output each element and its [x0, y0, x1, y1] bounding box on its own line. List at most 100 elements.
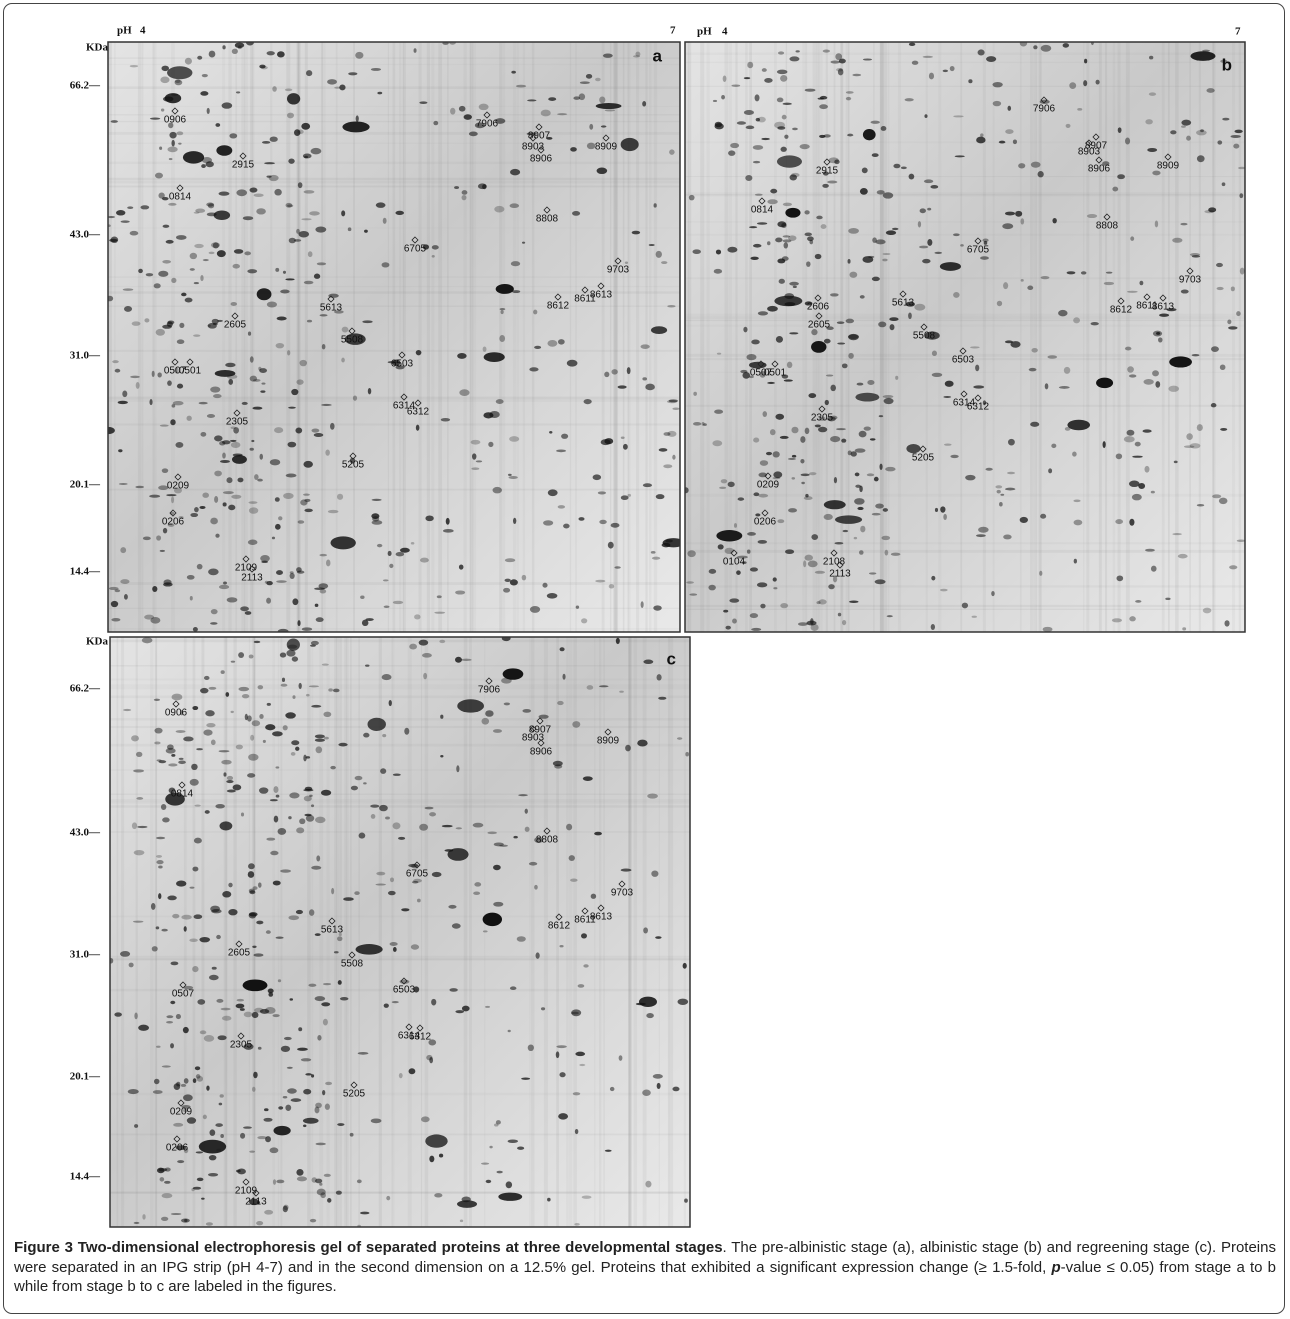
- spot-label: 0507: [172, 989, 195, 1000]
- protein-spot: [276, 316, 287, 321]
- protein-spot: [303, 788, 314, 792]
- protein-spot: [779, 435, 789, 439]
- protein-spot: [849, 600, 859, 604]
- gel-streak: [108, 181, 680, 184]
- protein-spot: [183, 926, 187, 932]
- protein-spot: [871, 153, 879, 158]
- protein-spot: [847, 133, 854, 137]
- spot-marker: [1186, 267, 1194, 275]
- protein-spot: [852, 73, 862, 77]
- gel-streak: [418, 42, 422, 632]
- protein-spot: [291, 388, 299, 396]
- gel-streak: [628, 637, 631, 1227]
- protein-spot: [472, 453, 477, 460]
- protein-spot: [161, 196, 169, 201]
- protein-spot: [509, 436, 520, 442]
- protein-spot: [302, 1117, 319, 1124]
- spot-label: 0206: [166, 1143, 189, 1154]
- protein-spot: [1058, 309, 1068, 317]
- protein-spot: [667, 430, 677, 437]
- protein-spot: [818, 416, 826, 421]
- protein-spot: [1077, 108, 1083, 111]
- gel-streak: [603, 637, 605, 1227]
- gel-streak: [110, 743, 690, 747]
- protein-spot: [168, 787, 176, 794]
- gel-streak: [1105, 42, 1108, 632]
- protein-spot: [316, 855, 321, 862]
- protein-spot: [389, 563, 394, 569]
- protein-spot: [334, 310, 344, 314]
- protein-spot: [216, 1148, 222, 1152]
- protein-spot: [777, 519, 785, 524]
- protein-spot: [784, 302, 796, 307]
- protein-spot: [900, 166, 907, 170]
- gel-streak: [573, 637, 577, 1227]
- protein-spot: [617, 385, 627, 389]
- gel-streak: [110, 1191, 690, 1194]
- protein-spot: [167, 146, 178, 153]
- protein-spot: [759, 370, 766, 378]
- protein-spot: [304, 155, 309, 159]
- gel-streak: [319, 637, 324, 1227]
- spot-marker: [554, 293, 562, 301]
- protein-spot: [1127, 366, 1134, 373]
- protein-spot: [389, 877, 395, 883]
- protein-spot: [321, 343, 326, 350]
- protein-spot: [205, 1222, 213, 1226]
- protein-spot: [822, 171, 829, 176]
- protein-spot: [192, 1078, 197, 1084]
- protein-spot: [517, 1146, 525, 1150]
- protein-spot: [1152, 370, 1159, 377]
- protein-spot: [150, 617, 161, 624]
- spot-label: 6705: [406, 869, 429, 880]
- protein-spot: [540, 109, 551, 117]
- protein-spot: [635, 51, 641, 57]
- protein-spot: [871, 512, 881, 516]
- gel-streak: [110, 1133, 690, 1136]
- protein-spot: [1030, 161, 1041, 168]
- protein-spot: [229, 133, 238, 139]
- protein-spot: [742, 371, 751, 379]
- spot-marker: [764, 472, 772, 480]
- spot-label: 6503: [391, 359, 414, 370]
- protein-spot: [723, 609, 729, 613]
- protein-spot: [563, 523, 570, 529]
- protein-spot: [232, 453, 243, 457]
- protein-spot: [965, 474, 976, 481]
- protein-spot: [836, 321, 845, 324]
- protein-spot: [176, 339, 185, 344]
- protein-spot: [196, 563, 203, 570]
- protein-spot: [266, 702, 271, 706]
- spot-label: 0814: [751, 205, 774, 216]
- protein-spot: [380, 768, 387, 774]
- protein-spot: [206, 1085, 210, 1091]
- protein-spot: [862, 58, 873, 61]
- protein-spot: [841, 438, 847, 443]
- spot-marker: [823, 158, 831, 166]
- protein-spot: [325, 1081, 333, 1086]
- gel-streak: [136, 637, 138, 1227]
- protein-spot: [341, 326, 349, 333]
- protein-spot: [205, 161, 214, 168]
- protein-spot: [315, 1178, 323, 1184]
- protein-spot: [216, 145, 233, 156]
- gel-streak: [685, 495, 1245, 497]
- gel-streak: [251, 42, 255, 632]
- protein-spot: [398, 836, 406, 840]
- protein-spot: [296, 827, 305, 834]
- protein-spot: [1180, 289, 1189, 294]
- protein-spot: [875, 503, 884, 509]
- gel-streak: [594, 637, 596, 1227]
- gel-streak: [501, 42, 506, 632]
- protein-spot: [934, 507, 939, 512]
- spot-marker: [535, 123, 543, 131]
- protein-spot: [495, 1120, 501, 1125]
- protein-spot: [131, 321, 141, 326]
- protein-spot: [803, 560, 807, 568]
- gel-streak: [529, 637, 531, 1227]
- gel-streak: [108, 105, 680, 108]
- protein-spot: [264, 580, 269, 584]
- protein-spot: [392, 773, 401, 776]
- protein-spot: [133, 850, 145, 856]
- protein-spot: [1202, 607, 1212, 614]
